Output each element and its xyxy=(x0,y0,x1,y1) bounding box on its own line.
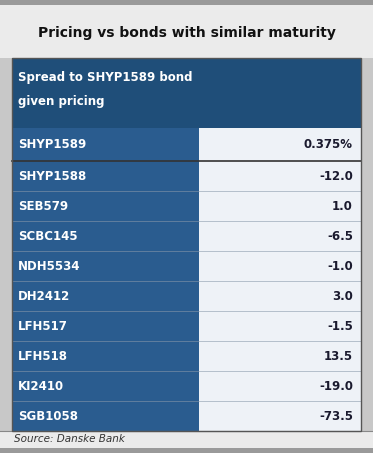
Bar xyxy=(0,0,373,5)
Text: Source: Danske Bank: Source: Danske Bank xyxy=(14,434,125,443)
Bar xyxy=(12,341,199,371)
Bar xyxy=(199,251,361,281)
Text: 13.5: 13.5 xyxy=(324,350,353,362)
Text: SCBC145: SCBC145 xyxy=(18,230,78,242)
Text: SHYP1589: SHYP1589 xyxy=(18,138,86,151)
Text: SGB1058: SGB1058 xyxy=(18,410,78,423)
Text: 3.0: 3.0 xyxy=(332,289,353,303)
Text: LFH518: LFH518 xyxy=(18,350,68,362)
Text: LFH517: LFH517 xyxy=(18,319,68,333)
Text: -19.0: -19.0 xyxy=(319,380,353,392)
Text: NDH5534: NDH5534 xyxy=(18,260,81,273)
Bar xyxy=(199,401,361,431)
Text: -1.0: -1.0 xyxy=(327,260,353,273)
Bar xyxy=(12,311,199,341)
Text: -73.5: -73.5 xyxy=(319,410,353,423)
Bar xyxy=(12,281,199,311)
Bar xyxy=(199,161,361,191)
Text: -6.5: -6.5 xyxy=(327,230,353,242)
Text: DH2412: DH2412 xyxy=(18,289,70,303)
Text: KI2410: KI2410 xyxy=(18,380,64,392)
Text: -12.0: -12.0 xyxy=(319,169,353,183)
Bar xyxy=(12,401,199,431)
Bar xyxy=(12,58,361,431)
Bar xyxy=(12,161,199,191)
Bar xyxy=(12,251,199,281)
Text: given pricing: given pricing xyxy=(18,95,104,108)
Text: Pricing vs bonds with similar maturity: Pricing vs bonds with similar maturity xyxy=(38,25,335,39)
Bar xyxy=(199,311,361,341)
Bar xyxy=(0,448,373,453)
Bar xyxy=(199,221,361,251)
Text: 1.0: 1.0 xyxy=(332,199,353,212)
Bar xyxy=(199,281,361,311)
Bar xyxy=(199,128,361,161)
Bar xyxy=(199,191,361,221)
Text: Spread to SHYP1589 bond: Spread to SHYP1589 bond xyxy=(18,71,192,84)
Bar xyxy=(12,191,199,221)
Bar xyxy=(199,371,361,401)
Bar xyxy=(199,341,361,371)
Text: 0.375%: 0.375% xyxy=(304,138,353,151)
Text: SHYP1588: SHYP1588 xyxy=(18,169,86,183)
Bar xyxy=(0,431,373,448)
Bar xyxy=(0,5,373,58)
Bar xyxy=(12,128,199,161)
Bar xyxy=(12,371,199,401)
Bar xyxy=(12,58,361,128)
Text: -1.5: -1.5 xyxy=(327,319,353,333)
Text: SEB579: SEB579 xyxy=(18,199,68,212)
Bar xyxy=(12,221,199,251)
